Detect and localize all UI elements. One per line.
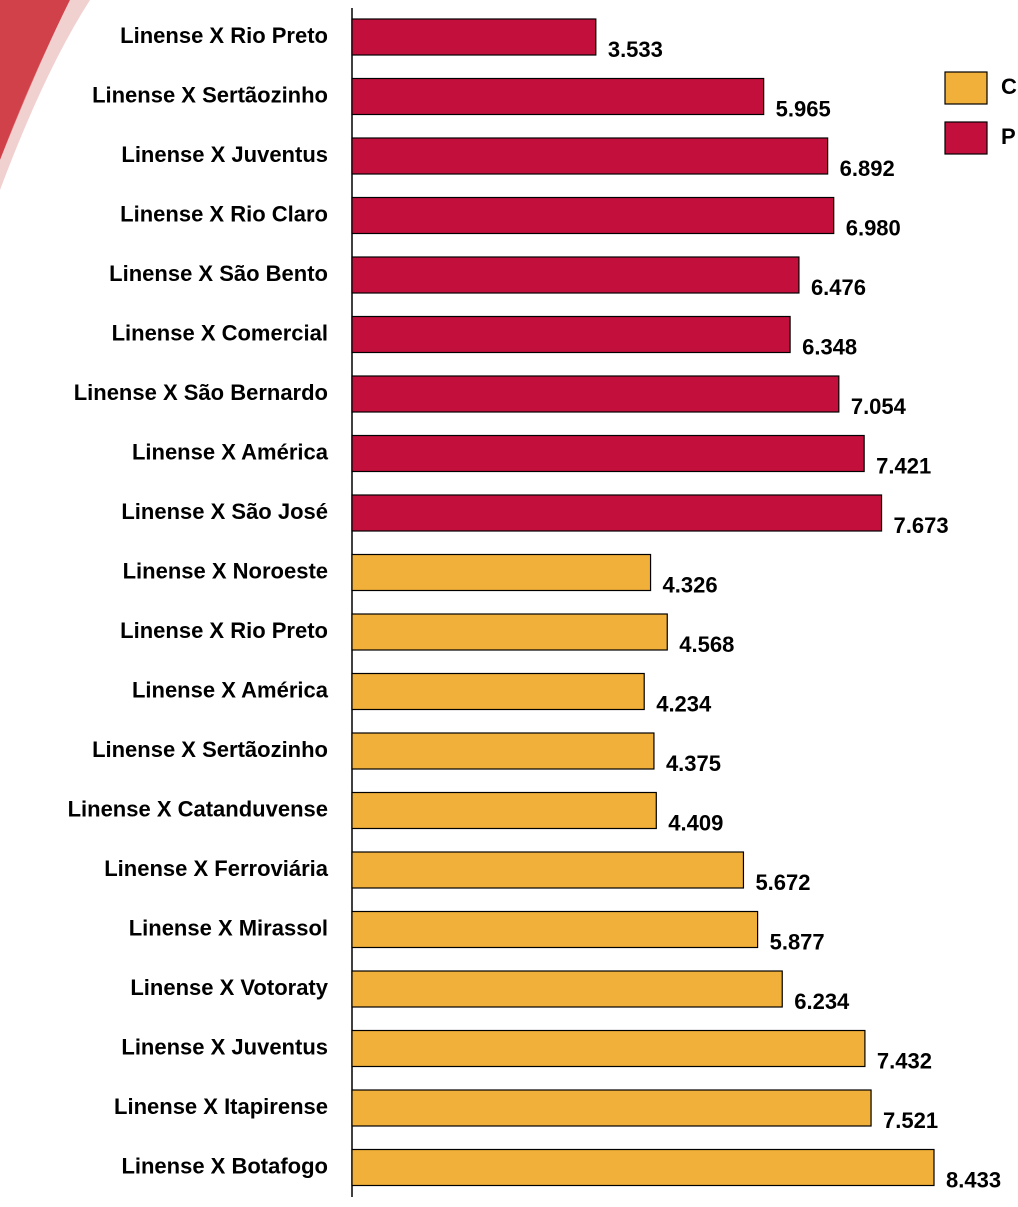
- category-label: Linense X Mirassol: [129, 915, 328, 940]
- value-label: 6.892: [840, 156, 895, 181]
- value-label: 6.234: [794, 989, 850, 1014]
- bar: [351, 910, 759, 949]
- legend-swatch: [944, 121, 988, 155]
- bar: [351, 196, 835, 235]
- category-label: Linense X Botafogo: [121, 1153, 328, 1178]
- category-label: Linense X Rio Preto: [120, 23, 328, 48]
- bar: [351, 1089, 872, 1127]
- value-label: 7.421: [876, 453, 931, 478]
- category-label: Linense X América: [132, 439, 329, 464]
- value-label: 8.433: [946, 1167, 1001, 1192]
- bar: [351, 1148, 935, 1187]
- value-label: 4.375: [666, 751, 721, 776]
- value-label: 6.476: [811, 275, 866, 300]
- bar: [351, 672, 645, 711]
- legend-label: C: [1001, 74, 1017, 99]
- value-label: 6.980: [846, 215, 901, 240]
- value-label: 5.877: [770, 929, 825, 954]
- value-label: 6.348: [802, 334, 857, 359]
- category-label: Linense X Ferroviária: [104, 856, 329, 881]
- bar: [351, 613, 668, 651]
- category-label: Linense X Rio Claro: [120, 201, 328, 226]
- bar: [351, 256, 800, 294]
- legend-label: P: [1001, 124, 1016, 149]
- category-label: Linense X Comercial: [112, 320, 328, 345]
- value-label: 4.568: [679, 632, 734, 657]
- bar: [351, 553, 652, 592]
- value-label: 5.672: [755, 870, 810, 895]
- bar: [351, 18, 597, 56]
- bar: [351, 1029, 866, 1068]
- bar: [351, 851, 745, 889]
- value-label: 4.234: [656, 691, 712, 716]
- legend-swatch: [944, 71, 988, 105]
- value-label: 7.432: [877, 1048, 932, 1073]
- value-label: 7.521: [883, 1108, 938, 1133]
- category-label: Linense X Catanduvense: [68, 796, 328, 821]
- decor-swoosh: [0, 0, 70, 160]
- value-label: 7.673: [894, 513, 949, 538]
- bar: [351, 137, 829, 175]
- category-label: Linense X São Bento: [109, 261, 328, 286]
- value-label: 5.965: [776, 96, 831, 121]
- value-label: 7.054: [851, 394, 907, 419]
- bar: [351, 375, 840, 413]
- category-label: Linense X Juventus: [121, 1034, 328, 1059]
- category-label: Linense X São José: [121, 499, 328, 524]
- bar: [351, 732, 655, 770]
- value-label: 3.533: [608, 37, 663, 62]
- bar: [351, 791, 657, 830]
- category-label: Linense X São Bernardo: [74, 380, 328, 405]
- category-label: Linense X Rio Preto: [120, 618, 328, 643]
- value-label: 4.326: [663, 572, 718, 597]
- category-label: Linense X Sertãozinho: [92, 737, 328, 762]
- category-label: Linense X Noroeste: [123, 558, 328, 583]
- category-label: Linense X Itapirense: [114, 1094, 328, 1119]
- bar: [351, 494, 883, 532]
- category-label: Linense X América: [132, 677, 329, 702]
- category-label: Linense X Sertãozinho: [92, 82, 328, 107]
- value-label: 4.409: [668, 810, 723, 835]
- category-label: Linense X Juventus: [121, 142, 328, 167]
- category-label: Linense X Votoraty: [130, 975, 328, 1000]
- bar: [351, 434, 865, 473]
- bar: [351, 970, 783, 1008]
- bar: [351, 315, 791, 354]
- bar: [351, 77, 765, 116]
